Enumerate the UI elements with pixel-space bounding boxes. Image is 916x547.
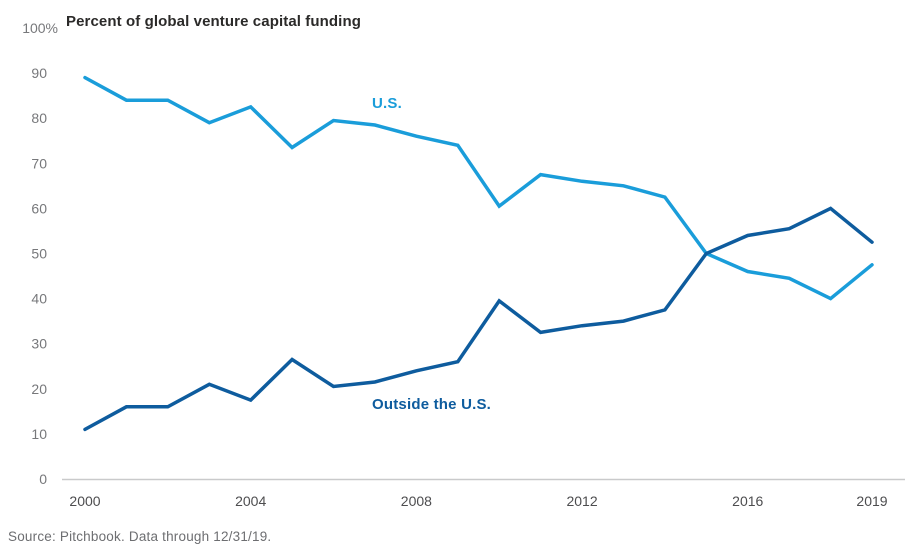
us-series-label: U.S. [372, 95, 402, 112]
source-note: Source: Pitchbook. Data through 12/31/19… [8, 529, 272, 544]
y-tick-label: 30 [31, 336, 47, 352]
y-tick-label: 90 [31, 65, 47, 81]
y-tick-label: 0 [39, 471, 47, 487]
y-tick-label: 100% [22, 20, 58, 36]
us-line [83, 75, 874, 301]
x-tick-label: 2019 [856, 493, 887, 509]
y-tick-label: 50 [31, 246, 47, 262]
y-tick-label: 20 [31, 381, 47, 397]
x-tick-label: 2000 [69, 493, 100, 509]
y-tick-label: 60 [31, 200, 47, 216]
y-tick-label: 80 [31, 110, 47, 126]
y-tick-label: 40 [31, 291, 47, 307]
y-tick-label: 10 [31, 426, 47, 442]
chart-title: Percent of global venture capital fundin… [66, 13, 361, 30]
x-tick-label: 2016 [732, 493, 763, 509]
y-tick-label: 70 [31, 155, 47, 171]
x-tick-label: 2008 [401, 493, 432, 509]
x-tick-label: 2012 [566, 493, 597, 509]
outside-us-line [83, 206, 874, 432]
x-tick-label: 2004 [235, 493, 266, 509]
outside-us-series-label: Outside the U.S. [372, 396, 492, 413]
